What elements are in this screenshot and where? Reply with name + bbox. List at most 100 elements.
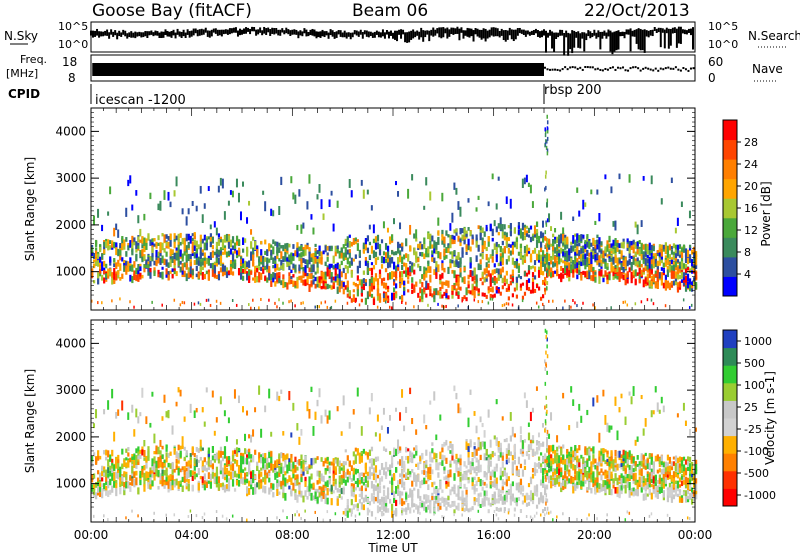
echo-cell <box>509 250 512 256</box>
echo-cell <box>141 387 144 398</box>
echo-cell <box>242 456 245 464</box>
echo-cell <box>125 260 128 265</box>
echo-cell <box>248 468 251 475</box>
echo-cell <box>272 492 275 498</box>
echo-cell <box>326 305 329 309</box>
echo-cell <box>314 283 317 289</box>
echo-cell <box>189 459 192 465</box>
echo-cell <box>546 281 549 286</box>
echo-cell <box>411 262 414 267</box>
echo-cell <box>612 248 615 255</box>
echo-cell <box>354 447 357 452</box>
echo-cell <box>328 284 331 289</box>
echo-cell <box>439 505 442 510</box>
echo-cell <box>620 272 623 279</box>
echo-cell <box>187 478 190 484</box>
echo-cell <box>113 476 116 482</box>
echo-cell <box>395 499 398 507</box>
echo-cell <box>388 272 392 280</box>
echo-cell <box>250 480 253 485</box>
echo-cell <box>328 270 331 274</box>
freq-frame <box>90 54 696 82</box>
echo-cell <box>425 472 428 477</box>
echo-cell <box>590 275 593 281</box>
echo-cell <box>386 287 390 293</box>
echo-cell <box>223 410 226 417</box>
echo-cell <box>433 257 436 264</box>
echo-cell <box>115 411 118 419</box>
echo-cell <box>145 238 148 246</box>
echo-cell <box>640 247 643 255</box>
echo-cell <box>97 450 100 457</box>
echo-cell <box>548 299 550 303</box>
echo-cell <box>366 263 370 268</box>
echo-cell <box>197 448 200 454</box>
echo-cell <box>421 503 424 508</box>
echo-cell <box>652 254 655 263</box>
echo-cell <box>660 278 663 286</box>
echo-cell <box>433 500 436 506</box>
echo-cell <box>403 474 406 478</box>
echo-cell <box>523 177 526 185</box>
echo-cell <box>544 143 546 148</box>
echo-cell <box>695 282 698 290</box>
echo-cell <box>310 483 313 489</box>
echo-cell <box>403 287 406 292</box>
echo-cell <box>207 480 210 484</box>
freq-trace-mark <box>677 68 680 71</box>
echo-cell <box>457 280 460 286</box>
echo-cell <box>467 274 470 280</box>
echo-cell <box>185 450 188 456</box>
echo-cell <box>137 446 140 452</box>
echo-cell <box>334 466 337 473</box>
echo-cell <box>163 234 166 242</box>
echo-cell <box>459 477 462 483</box>
echo-cell <box>211 269 214 277</box>
echo-cell <box>219 267 223 273</box>
echo-cell <box>177 244 180 253</box>
echo-cell <box>517 265 521 274</box>
echo-cell <box>670 282 674 288</box>
echo-cell <box>393 279 396 283</box>
echo-cell <box>348 474 351 480</box>
echo-cell <box>103 409 106 415</box>
echo-cell <box>306 485 309 493</box>
echo-cell <box>231 271 235 276</box>
echo-cell <box>427 252 430 258</box>
echo-cell <box>550 260 553 265</box>
echo-cell <box>199 240 202 248</box>
echo-cell <box>185 254 188 261</box>
echo-cell <box>596 234 599 239</box>
echo-cell <box>596 189 599 195</box>
echo-cell <box>264 469 267 476</box>
echo-cell <box>135 448 138 454</box>
echo-cell <box>284 454 287 463</box>
echo-cell <box>366 235 370 242</box>
echo-cell <box>304 467 307 472</box>
echo-cell <box>459 407 462 414</box>
echo-cell <box>513 229 516 234</box>
nsearch-tick-top: 10^5 <box>708 20 738 33</box>
echo-cell <box>318 471 321 478</box>
echo-cell <box>564 265 567 274</box>
echo-cell <box>306 201 309 210</box>
echo-cell <box>437 488 440 494</box>
echo-cell <box>529 266 533 270</box>
echo-cell <box>503 275 506 283</box>
echo-cell <box>580 246 583 250</box>
echo-cell <box>467 238 470 246</box>
echo-cell <box>260 297 262 301</box>
echo-cell <box>221 451 225 456</box>
echo-cell <box>189 463 192 469</box>
echo-cell <box>173 480 176 485</box>
echo-cell <box>352 289 355 293</box>
echo-cell <box>131 478 134 486</box>
echo-cell <box>274 281 277 287</box>
echo-cell <box>588 260 591 268</box>
date-label: 22/Oct/2013 <box>584 1 690 21</box>
echo-cell <box>334 478 337 485</box>
echo-cell <box>298 458 301 466</box>
echo-cell <box>546 136 549 141</box>
echo-cell <box>409 387 412 395</box>
echo-cell <box>314 250 317 256</box>
